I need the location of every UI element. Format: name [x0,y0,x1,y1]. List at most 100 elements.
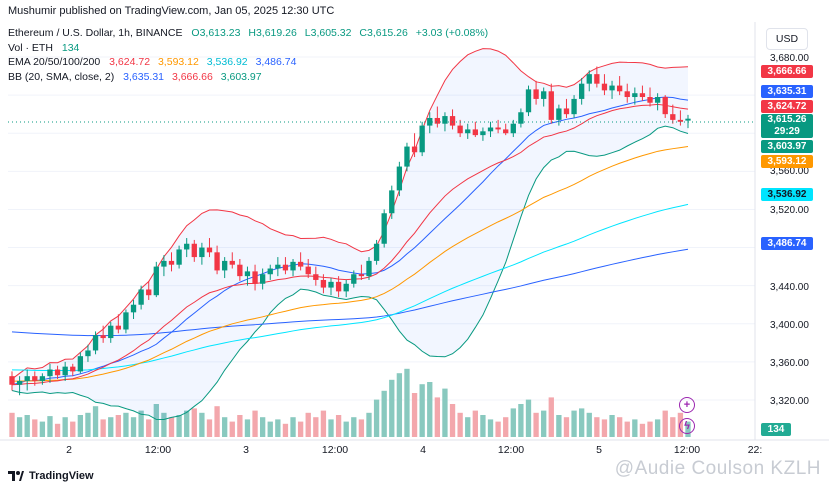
volume-bar [449,404,456,437]
ema200-tag: 3,486.74 [761,237,813,250]
volume-bar [184,410,190,437]
volume-bar [100,419,106,437]
volume-bar [39,421,46,437]
candle-body [525,89,532,113]
candle-body [16,380,23,385]
candle-body [351,274,357,284]
lightning-icon[interactable]: ϟ [679,418,695,434]
volume-bar [381,390,387,437]
volume-bar [434,397,441,437]
candle-body [328,281,334,288]
candle-body [358,274,365,277]
candle-body [115,325,121,330]
candle-body [252,271,258,284]
price-tick: 3,520.00 [770,205,809,216]
candle-body [457,125,463,134]
volume-bar [176,415,182,437]
legend-bb-row[interactable]: BB (20, SMA, close, 2) 3,635.31 3,666.66… [8,70,493,85]
volume-bar [237,415,243,437]
volume-bar [244,419,251,437]
volume-bars [9,368,691,437]
volume-bar [670,417,676,437]
time-tick: 12:00 [497,444,525,456]
bb-upper-tag: 3,666.66 [761,65,813,78]
bb-fill [12,48,688,420]
bb-lower-value: 3,603.97 [220,70,262,83]
candle-body [108,325,114,339]
price-tick: 3,400.00 [770,320,809,331]
candle-body [404,146,410,167]
candle-body [290,261,296,271]
volume-bar [563,417,570,437]
candle-body [434,117,441,124]
candle-body [176,249,182,265]
volume-bar [115,415,121,437]
volume-bar [16,417,23,437]
volume-bar [411,393,418,437]
tradingview-logo[interactable]: TradingView [8,470,94,482]
candle-body [24,376,30,381]
volume-bar [313,417,319,437]
candle-body [161,260,167,267]
candle-body [472,129,478,136]
volume-bar [282,423,289,437]
chart-legend: Ethereum / U.S. Dollar, 1h, BINANCE O3,6… [8,26,493,84]
volume-bar [328,419,334,437]
volume-bar [123,412,129,437]
ohlc-low: L3,605.32 [304,27,352,39]
legend-volume-row[interactable]: Vol · ETH 134 [8,41,493,56]
ema50-tag: 3,593.12 [761,155,813,168]
volume-bar [146,419,152,437]
candle-body [267,268,273,275]
volume-bar [153,404,159,437]
time-tick: 2 [66,444,72,456]
ema200-line [11,248,689,337]
candle-body [586,74,592,84]
candle-body [571,98,577,115]
candle-body [654,97,661,103]
candle-body [92,335,99,351]
volume-bar [609,415,615,437]
volume-bar [351,417,357,437]
candle-body [77,356,84,372]
bb-lower-tag: 3,603.97 [761,140,813,153]
candle-body [206,247,213,253]
volume-bar [654,419,661,437]
candle-body [624,91,630,98]
candle-body [442,116,448,124]
legend-symbol-row[interactable]: Ethereum / U.S. Dollar, 1h, BINANCE O3,6… [8,26,493,41]
volume-bar [518,404,524,437]
candle-body [381,213,387,244]
volume-value: 134 [61,41,80,54]
volume-bar [259,417,266,437]
volume-bar [548,397,554,437]
candle-body [518,112,524,124]
candle-body [282,264,289,271]
time-tick: 12:00 [144,444,172,456]
candle-body [237,264,243,277]
volume-bar [525,399,532,437]
candle-body [541,91,547,99]
time-tick: 3 [243,444,249,456]
volume-bar [632,419,638,437]
volume-bar [168,417,175,437]
bar-countdown: 29:29 [774,126,800,137]
volume-bar [472,410,478,437]
candle-body [411,146,418,153]
add-plus-icon[interactable]: + [679,397,695,413]
candle-body [313,274,319,280]
candle-body [632,93,638,98]
legend-ema-row[interactable]: EMA 20/50/100/200 3,624.72 3,593.12 3,53… [8,55,493,70]
currency-selector[interactable]: USD [766,28,808,50]
last-price-tag: 3,615.26 29:29 [761,114,813,138]
candle-body [563,108,570,115]
volume-bar [343,421,349,437]
price-tick: 3,440.00 [770,282,809,293]
candle-body [419,125,425,153]
candle-body [533,89,539,99]
candle-body [396,166,403,191]
volume-tag: 134 [761,423,791,436]
candle-body [259,274,266,284]
candle-body [366,260,372,277]
